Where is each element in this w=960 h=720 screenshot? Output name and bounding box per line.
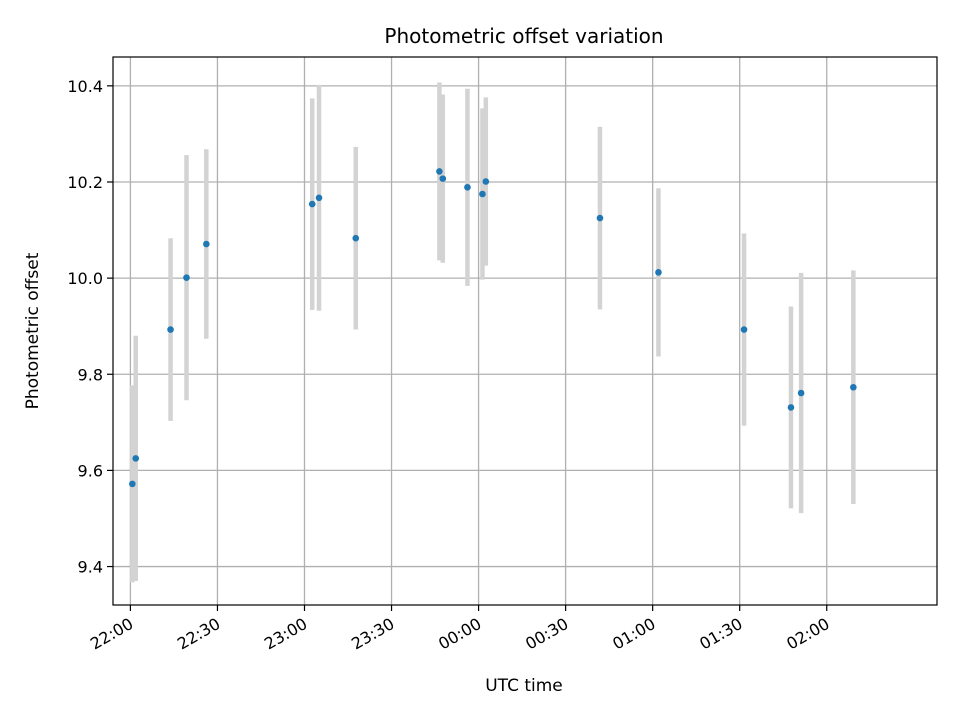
x-tick-label: 01:30 (696, 614, 745, 654)
data-point (740, 326, 748, 333)
chart-title: Photometric offset variation (384, 24, 663, 48)
data-point (787, 404, 795, 411)
data-point (596, 214, 604, 222)
data-point (352, 234, 360, 242)
x-tick-label: 22:30 (174, 614, 223, 654)
y-tick-label: 10.4 (67, 77, 103, 96)
data-point (850, 383, 857, 391)
plot-frame (112, 56, 938, 606)
x-tick-label: 01:00 (609, 614, 658, 654)
x-tick-label: 00:00 (435, 614, 484, 654)
x-tick-label: 02:00 (783, 614, 832, 654)
y-axis-label: Photometric offset (23, 252, 43, 409)
x-tick-label: 22:00 (87, 614, 136, 654)
x-tick-label: 23:30 (348, 614, 397, 654)
data-point (132, 455, 140, 462)
data-point (183, 274, 190, 281)
x-tick-label: 00:30 (522, 614, 571, 654)
y-tick-label: 9.6 (78, 461, 103, 480)
x-axis-label: UTC time (485, 676, 563, 696)
data-point (464, 183, 471, 191)
data-point (479, 190, 486, 198)
grid (113, 57, 937, 605)
y-tick-label: 9.8 (78, 365, 103, 384)
y-axis: 9.4 9.6 9.8 10.0 10.2 10.4 (67, 77, 113, 577)
data-point (482, 178, 490, 185)
data-point (203, 240, 210, 248)
data-point (439, 175, 447, 182)
data-point (129, 480, 136, 488)
data-point (167, 326, 174, 333)
y-tick-label: 9.4 (78, 558, 103, 577)
x-tick-label: 23:00 (261, 614, 310, 654)
data-point (655, 269, 662, 276)
data-point (436, 168, 443, 175)
y-tick-label: 10.2 (67, 173, 103, 192)
x-axis: 22:00 22:30 23:00 23:30 00:00 00:30 01:00 01:30… (87, 605, 833, 654)
data-points (129, 168, 857, 488)
data-point (315, 194, 323, 202)
y-tick-label: 10.0 (67, 269, 103, 288)
data-point (797, 389, 805, 397)
data-point (308, 200, 316, 208)
